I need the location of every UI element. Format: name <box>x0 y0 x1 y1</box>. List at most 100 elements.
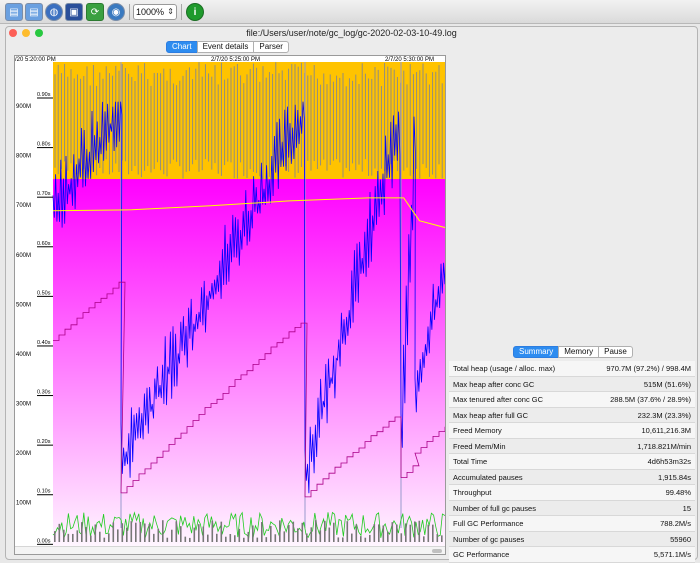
open-recent-icon[interactable]: ▤ <box>25 3 43 21</box>
pause-tick-label: 0.90s <box>37 92 51 98</box>
pause-bar <box>382 525 385 542</box>
pause-bar <box>333 522 335 542</box>
tab-event-details[interactable]: Event details <box>196 41 255 53</box>
pause-bar <box>85 527 88 542</box>
y-axis: 900M 0.90s 800M 0.80s 700M 0.70s 600M 0.60s 500M… <box>16 92 53 554</box>
pause-bar <box>193 527 196 542</box>
summary-value: 99.48% <box>665 488 691 497</box>
scrollbar-thumb[interactable] <box>432 549 442 553</box>
pause-tick-label: 0.30s <box>37 390 51 396</box>
pause-bar <box>418 520 421 542</box>
gc-chart-panel[interactable]: 900M 0.90s 800M 0.80s 700M 0.70s 600M 0.60s 500M… <box>14 55 446 555</box>
pause-bar <box>216 533 218 542</box>
pause-bar <box>67 533 70 542</box>
summary-row: Number of full gc pauses 15 <box>449 500 695 516</box>
open-file-icon[interactable]: ▤ <box>5 3 23 21</box>
pause-tick-label: 0.60s <box>37 241 51 247</box>
refresh-icon[interactable]: ⟳ <box>86 3 104 21</box>
summary-tab-bar: Summary Memory Pause <box>513 346 633 358</box>
about-icon[interactable]: i <box>186 3 204 21</box>
memory-tick-label: 200M <box>16 451 31 457</box>
summary-value: 55960 <box>670 534 691 544</box>
summary-label: Freed Mem/Min <box>453 441 506 451</box>
summary-label: Max heap after full GC <box>453 410 529 420</box>
window-title: file:/Users/user/note/gc_log/gc-2020-02-… <box>246 28 457 38</box>
pause-bar <box>238 528 241 542</box>
summary-label: Throughput <box>453 488 492 497</box>
tenured-line <box>53 281 445 498</box>
pause-bar <box>139 521 142 542</box>
pause-bar <box>297 528 299 542</box>
tab-summary[interactable]: Summary <box>513 346 560 358</box>
pause-bar <box>279 520 281 542</box>
pause-bar <box>58 523 61 542</box>
memory-tick-label: 800M <box>16 154 31 160</box>
close-window-icon[interactable] <box>9 29 17 37</box>
zoom-select[interactable]: 1000% ⇕ <box>133 4 177 20</box>
summary-label: Total heap (usage / alloc. max) <box>453 364 556 373</box>
summary-row: Full GC Performance 788.2M/s <box>449 516 695 532</box>
summary-value: 5,571.1M/s <box>653 550 691 559</box>
summary-panel: Summary Memory Pause Total heap (usage /… <box>449 345 695 563</box>
pause-bar <box>81 522 83 542</box>
pause-bar <box>211 520 214 542</box>
pause-bar <box>396 524 398 542</box>
gc-chart[interactable]: 900M 0.90s 800M 0.80s 700M 0.70s 600M 0.60s 500M… <box>15 56 446 554</box>
summary-label: GC Performance <box>453 550 510 559</box>
summary-row: Total Time 4d6h53m32s <box>449 454 695 470</box>
stepper-icon: ⇕ <box>167 7 174 16</box>
x-axis: /20 5:20:00 PM 2/7/20 5:25:00 PM 2/7/20 5:… <box>15 57 434 63</box>
pause-bar <box>387 531 389 542</box>
summary-value: 788.2M/s <box>660 519 691 528</box>
pause-bar <box>319 530 322 542</box>
save-icon[interactable]: ▣ <box>65 3 83 21</box>
pause-bar <box>94 524 97 542</box>
summary-label: Accumulated pauses <box>453 472 523 482</box>
summary-value: 232.3M (23.3%) <box>637 410 691 420</box>
pause-bar <box>337 537 340 542</box>
tab-chart[interactable]: Chart <box>166 41 198 53</box>
watch-icon[interactable]: ◉ <box>107 3 125 21</box>
pause-bar <box>436 534 439 542</box>
used-heap-line <box>52 101 445 494</box>
tab-memory[interactable]: Memory <box>558 346 600 358</box>
pause-tick-label: 0.40s <box>37 340 51 346</box>
pause-bar <box>166 537 169 542</box>
pause-bars <box>54 520 443 542</box>
pause-bar <box>288 525 290 542</box>
zoom-window-icon[interactable] <box>35 29 43 37</box>
pause-bar <box>184 536 187 542</box>
pause-bar <box>130 521 133 542</box>
zoom-value: 1000% <box>136 7 165 17</box>
pause-bar <box>90 535 92 542</box>
summary-value: 288.5M (37.6% / 28.9%) <box>610 395 691 404</box>
pause-bar <box>252 525 254 542</box>
window-titlebar: file:/Users/user/note/gc_log/gc-2020-02-… <box>6 27 697 41</box>
time-label: /20 5:20:00 PM <box>15 57 56 63</box>
pause-bar <box>369 534 371 542</box>
toolbar-separator <box>129 4 130 20</box>
time-label: 2/7/20 5:25:00 PM <box>211 57 260 63</box>
pause-bar <box>225 536 227 542</box>
pause-bar <box>76 530 79 542</box>
pause-bar <box>378 524 380 542</box>
full-gc-markers <box>54 62 445 179</box>
pause-bar <box>306 533 308 542</box>
summary-row: Max heap after conc GC 515M (51.6%) <box>449 376 695 392</box>
tab-parser[interactable]: Parser <box>253 41 289 53</box>
young-gen-area <box>53 179 445 548</box>
pause-line <box>52 511 445 539</box>
pause-bar <box>409 524 412 542</box>
memory-tick-label: 900M <box>16 104 31 110</box>
pause-bar <box>283 531 286 542</box>
chart-horizontal-scrollbar[interactable] <box>15 546 445 554</box>
pause-bar <box>373 524 376 542</box>
summary-row: Accumulated pauses 1,915.84s <box>449 469 695 485</box>
summary-row: Throughput 99.48% <box>449 485 695 501</box>
open-url-icon[interactable]: ◍ <box>45 3 63 21</box>
minimize-window-icon[interactable] <box>22 29 30 37</box>
tab-pause[interactable]: Pause <box>598 346 633 358</box>
summary-label: Max tenured after conc GC <box>453 395 544 404</box>
pause-bar <box>427 524 430 542</box>
pause-bar <box>198 524 200 542</box>
